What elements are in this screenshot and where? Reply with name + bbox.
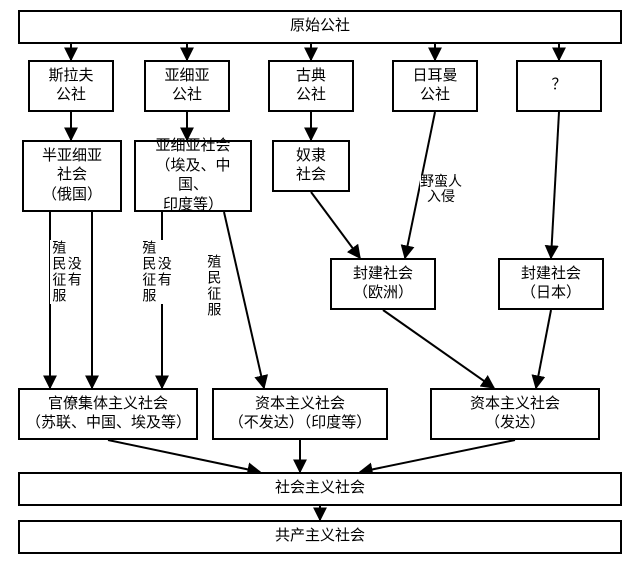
node-asia: 亚细亚公社: [144, 60, 230, 112]
node-feudal-eu: 封建社会（欧洲）: [330, 258, 436, 310]
node-feudal-jp: 封建社会（日本）: [498, 258, 604, 310]
edge-label-no-colonial-2: 没有殖民征服: [140, 240, 171, 304]
node-unknown: ？: [516, 60, 602, 112]
edge-label-barbarian: 野蛮人入侵: [420, 175, 462, 206]
node-socialist: 社会主义社会: [18, 472, 622, 506]
node-semi-asia: 半亚细亚社会（俄国）: [22, 140, 122, 212]
node-slave: 奴隶社会: [272, 140, 350, 192]
node-bureau: 官僚集体主义社会（苏联、中国、埃及等）: [18, 388, 198, 440]
node-classic: 古典公社: [268, 60, 354, 112]
node-cap-dev: 资本主义社会（发达）: [430, 388, 600, 440]
node-cap-undev: 资本主义社会（不发达）（印度等）: [212, 388, 388, 440]
flowchart-canvas: 原始公社 斯拉夫公社 亚细亚公社 古典公社 日耳曼公社 ？ 半亚细亚社会（俄国）…: [0, 0, 640, 572]
node-asia-soc: 亚细亚社会（埃及、中国、印度等）: [134, 140, 252, 212]
node-german: 日耳曼公社: [392, 60, 478, 112]
edge-label-no-colonial-1: 没有殖民征服: [50, 240, 81, 304]
edge-label-colonial: 殖民征服: [205, 254, 220, 318]
node-slav: 斯拉夫公社: [28, 60, 114, 112]
node-root: 原始公社: [18, 10, 622, 44]
node-communist: 共产主义社会: [18, 520, 622, 554]
